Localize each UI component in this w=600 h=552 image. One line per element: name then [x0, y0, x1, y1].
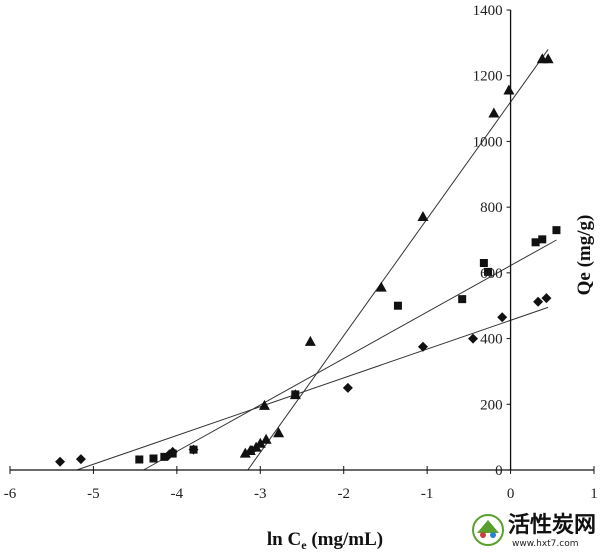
- x-tick-label: 0: [507, 486, 515, 502]
- x-tick-label: 1: [590, 486, 598, 502]
- watermark: 活性炭网 www.hxt7.com: [472, 512, 596, 549]
- fit-line-square: [143, 239, 557, 471]
- diamond-point: [533, 296, 544, 307]
- square-point: [135, 455, 144, 464]
- diamond-point: [497, 312, 508, 323]
- x-tick-label: -6: [4, 486, 17, 502]
- watermark-logo-icon: [472, 514, 504, 546]
- fit-lines: [76, 49, 557, 471]
- y-tick-label: 1200: [473, 69, 503, 85]
- diamond-point: [342, 382, 353, 393]
- y-tick-label: 0: [495, 463, 503, 479]
- x-axis-title-sub: e: [301, 538, 307, 552]
- axes: [9, 9, 595, 474]
- x-tick-label: -1: [421, 486, 434, 502]
- square-point: [479, 259, 488, 267]
- triangle-point: [289, 389, 301, 400]
- x-tick-label: -2: [337, 486, 350, 502]
- x-tick-label: -4: [171, 486, 184, 502]
- data-markers: [55, 53, 561, 467]
- y-tick-label: 800: [480, 200, 503, 216]
- triangle-point: [542, 53, 554, 64]
- diamond-point: [468, 333, 479, 344]
- y-tick-label: 1000: [473, 134, 503, 150]
- tick-labels: -6 -5 -4 -3 -2 -1 0 1 0 200 400 600 800 1000 1200 1400: [4, 3, 598, 502]
- square-point: [149, 454, 158, 463]
- triangle-point: [258, 399, 270, 410]
- square-point: [458, 295, 467, 304]
- x-tick-label: -3: [254, 486, 267, 502]
- fit-line-diamond: [76, 306, 549, 471]
- triangle-point: [244, 444, 256, 455]
- triangle-point: [304, 335, 316, 346]
- triangle-point: [375, 281, 387, 292]
- diamond-point: [541, 293, 552, 304]
- square-point: [393, 301, 402, 310]
- y-tick-label: 600: [480, 266, 503, 282]
- square-point: [189, 445, 198, 454]
- fit-line-triangle: [247, 49, 549, 471]
- y-axis-title: Qe (mg/g): [574, 215, 595, 296]
- square-point: [538, 235, 547, 244]
- y-tick-label: 400: [480, 332, 503, 348]
- square-point: [552, 226, 561, 235]
- triangle-point: [488, 107, 500, 118]
- square-point: [160, 452, 169, 461]
- diamond-point: [75, 454, 86, 465]
- triangle-point: [503, 84, 515, 95]
- x-axis-title-main: ln C: [267, 529, 301, 550]
- triangle-point: [239, 447, 251, 458]
- y-tick-label: 200: [480, 397, 503, 413]
- diamond-point: [417, 341, 428, 352]
- x-axis-title: ln Ce (mg/mL): [267, 529, 383, 552]
- square-point: [484, 267, 493, 276]
- triangle-point: [260, 433, 272, 444]
- triangle-point: [417, 211, 429, 221]
- square-point: [168, 449, 177, 458]
- diamond-point: [55, 456, 66, 467]
- square-point: [531, 238, 540, 247]
- watermark-url-text: www.hxt7.com: [512, 539, 579, 549]
- x-axis-title-unit: (mg/mL): [307, 529, 384, 550]
- x-tick-label: -5: [87, 486, 100, 502]
- triangle-point: [273, 427, 285, 438]
- y-tick-label: 1400: [473, 3, 503, 19]
- watermark-main-text: 活性炭网: [508, 512, 596, 538]
- triangle-point: [254, 437, 266, 448]
